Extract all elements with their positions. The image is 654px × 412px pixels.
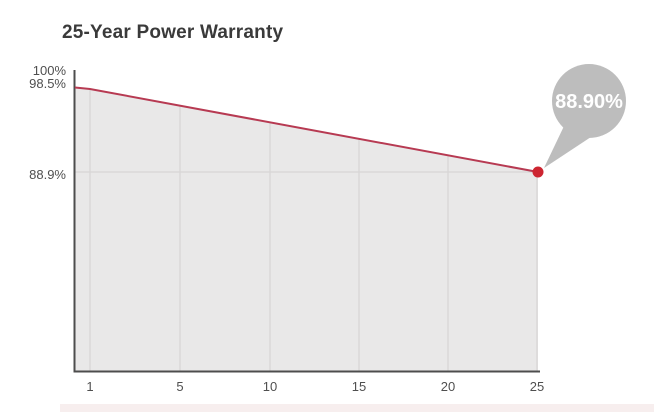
x-axis-label-10: 10 [262,379,278,394]
x-axis-label-15: 15 [351,379,367,394]
end-point-dot [532,166,544,178]
chart-title: 25-Year Power Warranty [62,22,284,43]
y-axis-label-98-5: 98.5% [29,76,66,91]
x-axis-label-1: 1 [86,379,94,394]
x-axis-label-5: 5 [176,379,184,394]
x-axis-label-20: 20 [440,379,456,394]
gridlines [75,87,538,371]
y-axis-label-100: 100% [32,63,66,78]
x-axis-label-25: 25 [529,379,545,394]
bottom-edge-strip [60,404,654,412]
warranty-line [74,86,539,173]
area-fill [75,87,538,371]
y-axis-label-88-9: 88.9% [29,167,66,182]
axes [73,70,540,373]
callout-bubble [544,64,626,168]
callout-value-label: 88.90% [555,91,623,113]
